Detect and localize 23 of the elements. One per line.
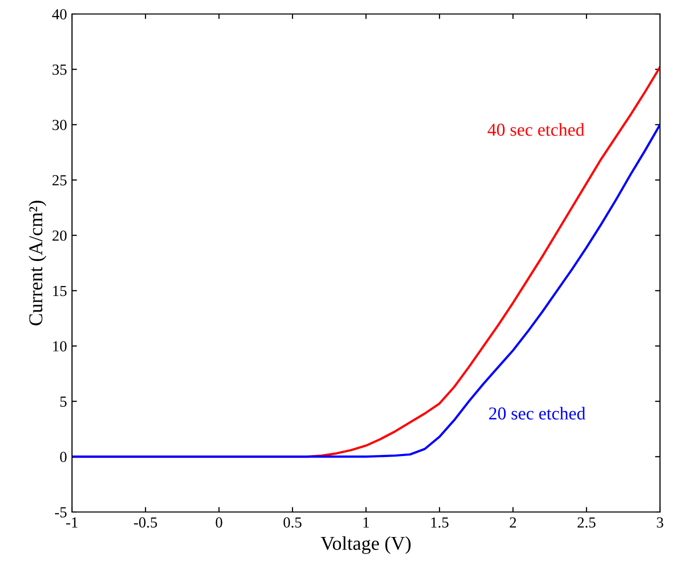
- x-tick-label: 0: [216, 517, 222, 528]
- y-tick-label: 35: [52, 64, 67, 75]
- y-tick-label: 40: [52, 9, 67, 20]
- y-tick-label: 20: [52, 230, 67, 241]
- x-tick-label: 1.5: [431, 517, 448, 528]
- y-tick-label: 30: [52, 120, 67, 130]
- x-tick-label: -0.5: [134, 517, 157, 528]
- x-axis-title: Voltage (V): [320, 536, 411, 554]
- x-tick-label: -1: [66, 517, 78, 528]
- y-tick-label: 10: [53, 341, 67, 352]
- y-tick-label: -5: [54, 507, 67, 518]
- series-label: 40 sec etched: [488, 123, 584, 136]
- x-tick-label: 3: [656, 517, 664, 528]
- x-tick-label: 1: [364, 517, 369, 528]
- y-axis-title: Current (A/cm²): [28, 200, 46, 326]
- y-tick-label: 15: [53, 286, 67, 296]
- y-tick-label: 25: [52, 175, 67, 186]
- series-label: 20 sec etched: [489, 406, 586, 420]
- y-tick-label: 5: [60, 396, 67, 407]
- x-tick-label: 0.5: [284, 517, 302, 528]
- x-tick-label: 2.5: [578, 517, 596, 528]
- y-tick-label: 0: [60, 452, 67, 462]
- x-tick-label: 2: [510, 517, 516, 528]
